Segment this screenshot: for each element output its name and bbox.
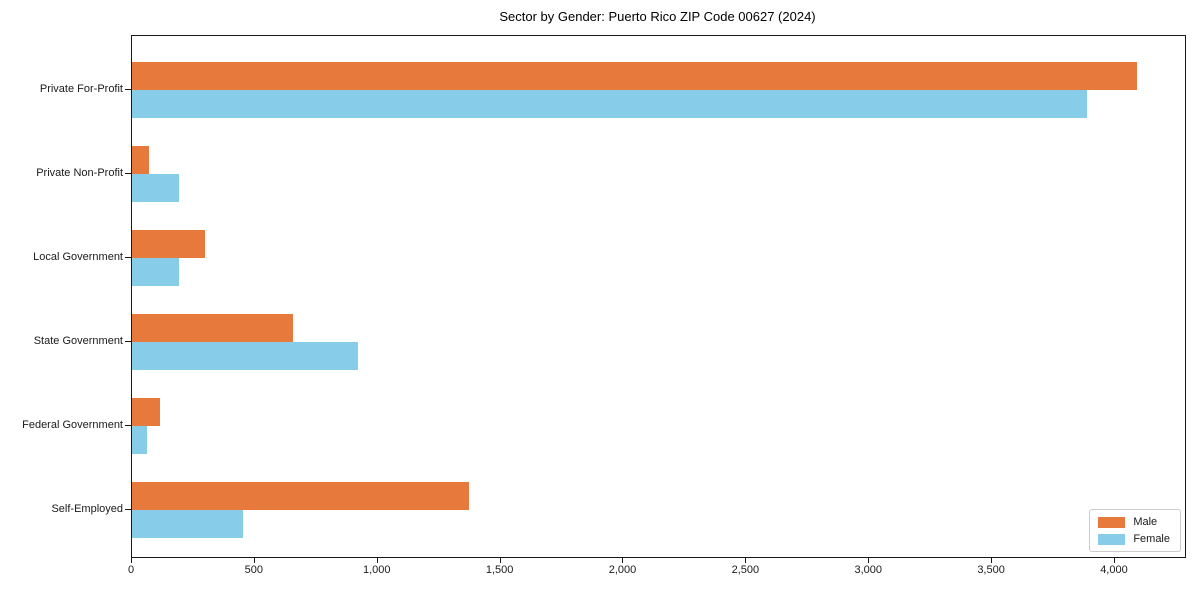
bar-female-1 (132, 174, 180, 202)
legend-swatch-male (1098, 516, 1126, 528)
bar-male-4 (132, 398, 160, 426)
y-tick-mark (125, 89, 131, 90)
chart-title: Sector by Gender: Puerto Rico ZIP Code 0… (499, 9, 816, 24)
x-tick-label: 500 (244, 564, 264, 576)
bar-female-2 (132, 258, 180, 286)
x-tick-label: 1,500 (485, 564, 514, 576)
legend-label: Female (1133, 533, 1170, 545)
y-axis-labels: Private For-Profit Private Non-Profit Loca… (0, 35, 123, 556)
x-tick-mark (131, 557, 132, 563)
x-tick-label: 2,500 (731, 564, 760, 576)
bar-male-3 (132, 314, 293, 342)
legend-item-male: Male (1098, 516, 1170, 528)
x-tick-mark (376, 557, 378, 563)
category-label: Private Non-Profit (36, 167, 123, 179)
legend: Male Female (1089, 509, 1181, 552)
bar-female-5 (132, 510, 243, 538)
bar-male-2 (132, 230, 206, 258)
x-tick-label: 1,000 (362, 564, 391, 576)
x-tick-mark (745, 557, 747, 563)
y-tick-mark (125, 173, 131, 174)
x-tick-mark (253, 557, 255, 563)
plot-area: Male Female (131, 35, 1186, 558)
x-tick-label: 4,000 (1100, 564, 1128, 576)
x-tick-mark (499, 557, 501, 563)
y-tick-mark (125, 425, 131, 426)
legend-label: Male (1133, 516, 1158, 528)
x-tick-mark (1113, 557, 1115, 563)
category-label: Federal Government (22, 419, 123, 431)
x-tick-label: 2,000 (608, 564, 637, 576)
legend-item-female: Female (1098, 533, 1170, 545)
y-tick-mark (125, 257, 131, 258)
x-tick-label: 0 (127, 564, 135, 576)
bar-female-3 (132, 342, 359, 370)
y-tick-mark (125, 509, 131, 510)
y-tick-mark (125, 341, 131, 342)
legend-swatch-female (1098, 533, 1126, 545)
bar-male-0 (132, 62, 1138, 90)
category-label: Local Government (33, 251, 123, 263)
bar-male-1 (132, 146, 150, 174)
category-label: Private For-Profit (39, 83, 123, 95)
x-tick-mark (622, 557, 624, 563)
bar-male-5 (132, 482, 469, 510)
x-tick-mark (868, 557, 870, 563)
category-label: State Government (33, 335, 123, 347)
bar-female-0 (132, 90, 1087, 118)
x-tick-label: 3,000 (854, 564, 882, 576)
category-label: Self-Employed (51, 503, 123, 515)
bar-female-4 (132, 426, 147, 454)
x-tick-label: 3,500 (977, 564, 1005, 576)
x-tick-mark (991, 557, 993, 563)
